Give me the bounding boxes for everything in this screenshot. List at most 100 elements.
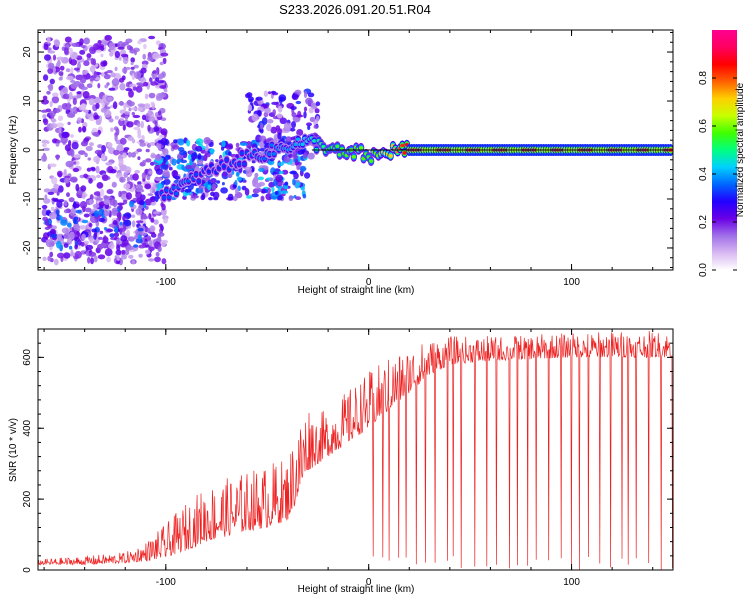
colorbar-tick-label: 0.2 [698, 215, 709, 229]
spectrogram-cell [119, 83, 126, 91]
spectrogram-cell [207, 180, 212, 185]
spectrogram-cell [174, 175, 181, 180]
spectrogram-cell [41, 99, 49, 105]
spectrogram-cell [150, 225, 155, 232]
spectrogram-cell [98, 208, 105, 216]
spectrogram-cell [44, 54, 51, 61]
spectrogram-cell [303, 90, 308, 99]
spectrogram-cell [93, 210, 99, 218]
spectrogram-cell [143, 81, 149, 87]
spectrogram-cell [88, 251, 97, 257]
spectrogram-cell [90, 257, 94, 265]
spectrogram-cell [58, 71, 64, 76]
spectrogram-cell [61, 131, 69, 139]
spectrogram-cell [300, 186, 306, 191]
spectrogram-cell [280, 190, 289, 194]
spectrogram-cell [234, 188, 239, 195]
spectrogram-cell [64, 177, 70, 184]
spectrogram-cell [109, 233, 115, 238]
spectrogram-cell [314, 108, 320, 114]
snr-y-axis-label: SNR (10 * v/v) [8, 418, 19, 482]
spectrogram-cell [53, 183, 60, 190]
spectrogram-cell [115, 128, 120, 136]
spectrogram-cell [245, 169, 253, 178]
spectrogram-cell [148, 213, 152, 220]
spectrogram-cell [136, 148, 143, 153]
spectrogram-cell [295, 100, 302, 105]
spectrogram-cell [270, 126, 278, 134]
spectrogram-cell [131, 220, 136, 228]
spectrogram-cell [65, 160, 74, 168]
spectrogram-cell [275, 174, 284, 183]
spectrogram-cell [83, 109, 89, 113]
spectrogram-cell [97, 144, 103, 149]
spectrogram-cell [86, 83, 93, 88]
spectrogram-cell [251, 113, 259, 122]
spectrogram-cell [72, 107, 77, 112]
spectrogram-cell [108, 242, 115, 250]
spectrogram-cell [51, 96, 60, 104]
spectrogram-cell [96, 174, 101, 179]
spectrogram-cell [47, 255, 52, 262]
spectrogram-cell [104, 84, 109, 89]
spectrogram-cell [154, 256, 161, 263]
spectrogram-cell [79, 201, 88, 209]
spectrogram-cell [266, 123, 272, 132]
spectrogram-cell [138, 84, 145, 88]
spectrogram-cell [47, 191, 55, 195]
spectrogram-cell [285, 136, 293, 143]
spectrogram-cell [63, 200, 68, 207]
spectrogram-cell [83, 213, 90, 218]
ridge-core [351, 155, 356, 159]
spectrogram-cell [80, 86, 88, 91]
spectrogram-y-tick-label: 10 [22, 95, 33, 107]
spectrogram-cell [66, 102, 71, 110]
spectrogram-cell [75, 209, 82, 214]
spectrogram-cell [291, 121, 296, 129]
spectrogram-cell [142, 218, 146, 225]
spectrogram-cell [105, 228, 114, 233]
spectrogram-cell [271, 186, 275, 193]
spectrogram-cell [241, 185, 247, 191]
spectrogram-cell [274, 190, 279, 195]
spectrogram-cell [131, 138, 136, 144]
spectrogram-cell [82, 91, 90, 99]
spectrogram-cell [122, 56, 129, 65]
spectrogram-cell [63, 252, 71, 259]
spectrogram-cell [43, 43, 49, 51]
spectrogram-cell [75, 183, 80, 192]
spectrogram-cell [127, 213, 131, 218]
spectrogram-cell [154, 121, 158, 127]
spectrogram-cell [101, 174, 109, 181]
ridge-core [402, 151, 407, 155]
spectrogram-cell [138, 204, 144, 209]
ridge-core [166, 195, 172, 199]
spectrogram-cell [132, 173, 139, 181]
spectrogram-cell [119, 117, 124, 122]
spectrogram-cell [94, 114, 100, 120]
spectrogram-cell [268, 91, 272, 95]
ridge-core [272, 152, 277, 156]
spectrogram-cell [81, 45, 86, 49]
spectrogram-cell [124, 111, 131, 115]
spectrogram-cell [102, 236, 109, 244]
spectrogram-cell [56, 56, 65, 61]
spectrogram-cell [95, 165, 100, 174]
ridge-core [194, 172, 199, 177]
spectrogram-cell [272, 109, 277, 116]
spectrogram-y-tick-label: 0 [22, 147, 33, 153]
spectrogram-cell [205, 144, 209, 152]
spectrogram-cell [70, 59, 78, 66]
spectrogram-cell [277, 105, 283, 113]
spectrogram-cell [127, 151, 132, 158]
spectrogram-cell [126, 176, 130, 183]
spectrogram-cell [70, 67, 74, 75]
spectrogram-cell [46, 90, 51, 95]
spectrogram-cell [119, 203, 123, 211]
spectrogram-cell [86, 53, 92, 59]
spectrogram-cell [51, 176, 58, 185]
spectrogram-cell [148, 116, 156, 122]
spectrogram-cell [73, 67, 80, 71]
spectrogram-x-tick-label: 0 [366, 277, 372, 288]
spectrogram-cell [74, 244, 78, 250]
